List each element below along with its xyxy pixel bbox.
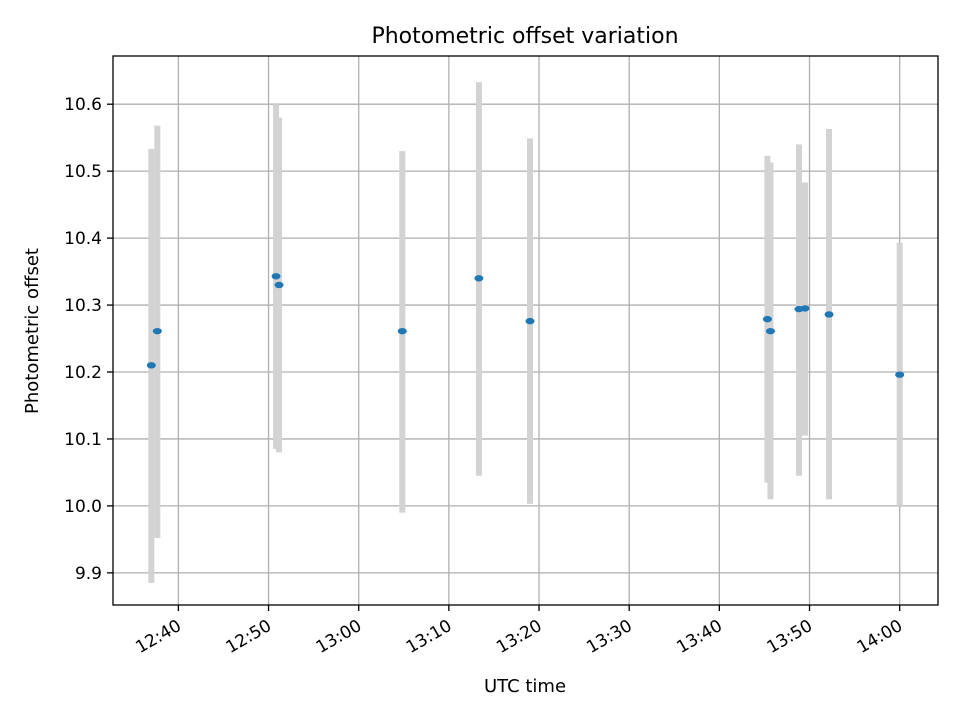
y-tick-label: 9.9 [75,564,102,584]
y-axis-label: Photometric offset [22,248,43,414]
x-tick-label: 12:40 [132,616,184,658]
x-tick-label: 13:50 [764,616,816,658]
x-tick-label: 13:10 [403,616,455,658]
y-tick-label: 10.1 [64,430,102,450]
data-point [271,273,281,280]
grid [113,56,938,605]
y-tick-label: 10.0 [64,497,102,517]
plot-frame [112,55,939,606]
x-tick-label: 13:40 [673,616,725,658]
errorbars [148,82,903,583]
x-axis-label: UTC time [484,676,566,697]
y-tick-label: 10.6 [64,95,102,115]
data-point [274,281,284,289]
data-point [895,371,905,378]
data-point [765,327,775,335]
chart-title: Photometric offset variation [371,24,678,49]
y-tick-label: 10.5 [64,162,102,182]
data-point [762,315,772,323]
data-point [525,317,535,325]
x-tick-label: 12:50 [223,616,275,658]
x-tick-label: 13:00 [313,616,365,658]
data-point [152,327,162,335]
data-point [824,311,834,318]
markers [146,273,905,378]
y-tick-label: 10.2 [64,363,102,383]
x-ticks: 12:40 12:50 13:00 13:10 13:20 13:30 13:40 13:50… [132,605,906,658]
y-tick-label: 10.4 [64,229,102,249]
data-point [397,327,407,335]
data-point [474,275,484,282]
x-tick-label: 14:00 [854,616,906,658]
y-tick-label: 10.3 [64,296,102,316]
y-ticks: 9.9 10.0 10.1 10.2 10.3 10.4 10.5 10.6 [64,95,113,584]
data-point [146,362,156,369]
x-tick-label: 13:20 [493,616,545,658]
x-tick-label: 13:30 [583,616,635,658]
data-point [800,305,810,312]
